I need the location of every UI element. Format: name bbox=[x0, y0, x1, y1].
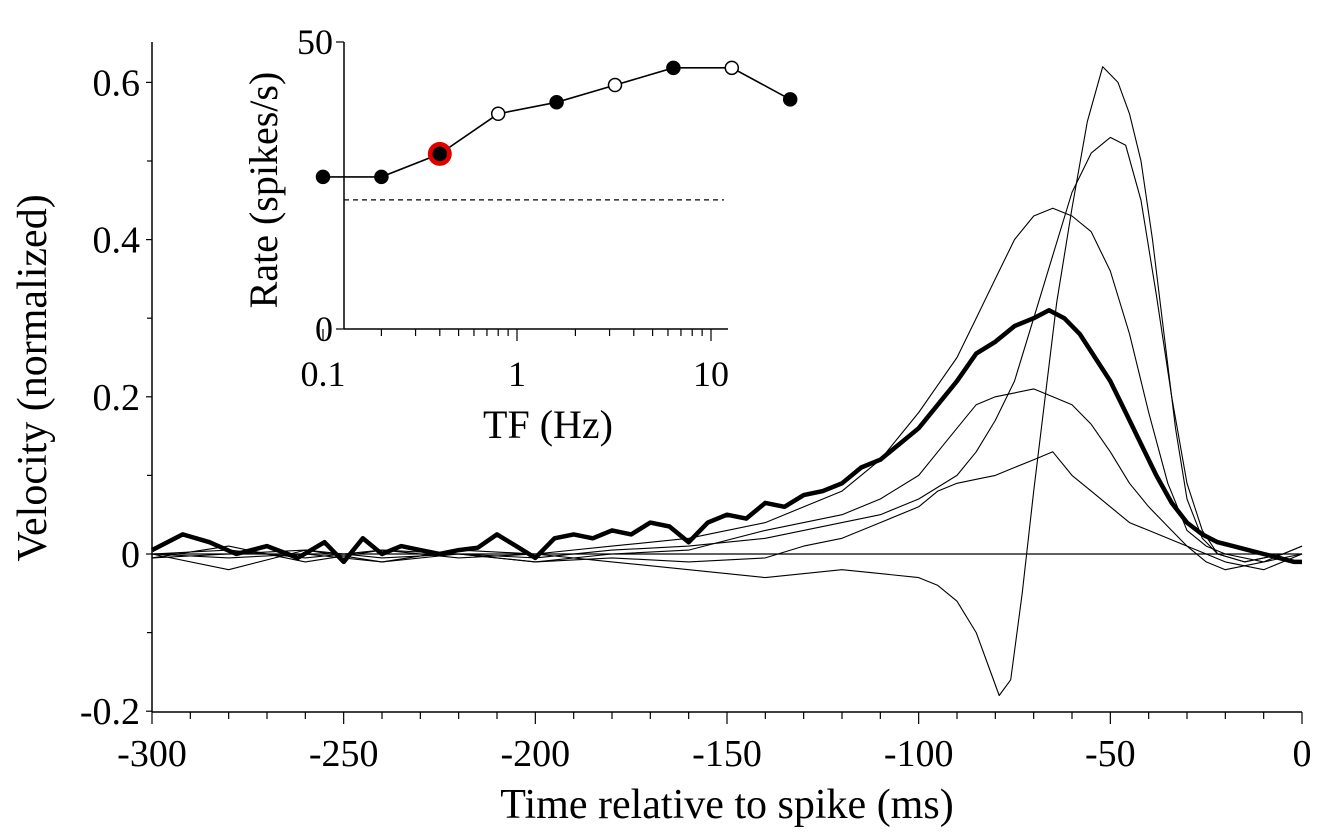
main-x-tick-label: 0 bbox=[1293, 733, 1312, 775]
individual-trace bbox=[151, 451, 1303, 571]
main-x-tick-label: -150 bbox=[692, 733, 762, 775]
inset-y-tick-label: 0 bbox=[315, 309, 333, 349]
main-y-tick-label: 0.2 bbox=[93, 377, 141, 419]
individual-trace bbox=[151, 136, 1303, 563]
inset-plot: 0.1 1 10 0 50 TF (Hz) Rate (spikes/s) bbox=[241, 22, 798, 447]
filled-data-point bbox=[432, 146, 448, 162]
individual-trace bbox=[151, 66, 1302, 697]
main-y-tick-label: 0 bbox=[121, 534, 140, 576]
main-y-tick-label: 0.6 bbox=[93, 62, 141, 104]
individual-trace bbox=[151, 207, 1303, 563]
filled-data-point bbox=[782, 92, 798, 107]
main-series-group bbox=[150, 66, 1303, 697]
main-y-tick-label: -0.2 bbox=[80, 691, 140, 733]
main-x-axis-title: Time relative to spike (ms) bbox=[500, 782, 953, 828]
open-data-point bbox=[724, 60, 740, 76]
main-y-ticks: -0.2 0 0.2 0.4 0.6 bbox=[80, 62, 152, 733]
main-x-tick-label: -250 bbox=[309, 733, 379, 775]
inset-x-axis-title: TF (Hz) bbox=[483, 402, 613, 447]
filled-data-point bbox=[549, 95, 564, 110]
inset-x-ticks: 0.1 1 10 bbox=[301, 329, 729, 394]
inset-y-ticks: 0 50 bbox=[297, 22, 344, 349]
main-x-tick-label: -50 bbox=[1085, 733, 1136, 775]
open-data-point bbox=[490, 106, 506, 121]
tuning-curve-line bbox=[323, 67, 791, 178]
inset-y-axis-title: Rate (spikes/s) bbox=[241, 72, 286, 309]
open-data-point bbox=[607, 77, 623, 93]
inset-series-group bbox=[315, 60, 798, 185]
filled-data-point bbox=[315, 169, 331, 185]
main-y-tick-label: 0.4 bbox=[93, 220, 141, 262]
main-x-tick-label: -200 bbox=[501, 733, 571, 775]
inset-x-tick-label: 1 bbox=[508, 354, 526, 394]
filled-data-point bbox=[666, 60, 681, 76]
main-x-ticks: -300 -250 -200 -150 -100 -50 0 bbox=[117, 712, 1312, 775]
average-trace bbox=[150, 308, 1302, 565]
main-x-tick-label: -300 bbox=[117, 733, 187, 775]
filled-data-point bbox=[374, 169, 389, 185]
inset-x-tick-label: 10 bbox=[693, 354, 729, 394]
inset-y-tick-label: 50 bbox=[297, 22, 333, 62]
main-y-axis-title: Velocity (normalized) bbox=[10, 194, 56, 561]
main-x-tick-label: -100 bbox=[884, 733, 954, 775]
inset-x-tick-label: 0.1 bbox=[301, 354, 346, 394]
main-plot: -300 -250 -200 -150 -100 -50 0 -0.200.20.40.6 … bbox=[10, 42, 1312, 828]
